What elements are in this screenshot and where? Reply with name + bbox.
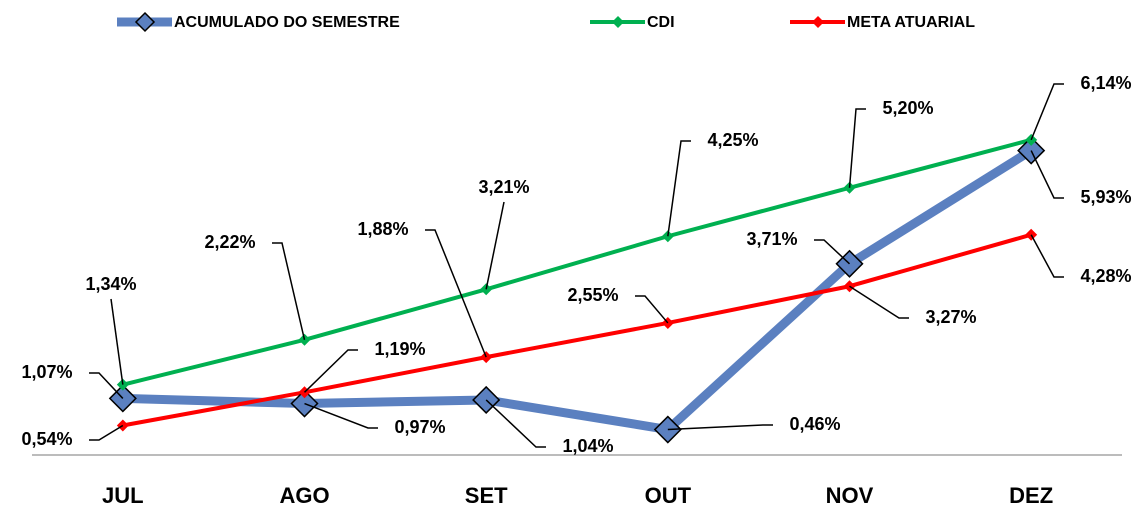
data-label: 0,46% [789,414,840,434]
data-label: 3,27% [925,307,976,327]
legend-marker [134,11,156,33]
series-line [122,146,1034,435]
data-label: 1,19% [374,339,425,359]
legend-label: ACUMULADO DO SEMESTRE [174,14,400,31]
leader-line [1030,150,1064,199]
leader-line [304,402,378,429]
marker [653,415,682,444]
data-label: 4,25% [707,130,758,150]
leader-line [814,239,851,265]
leader-line [667,424,773,431]
leader-line [1030,83,1064,141]
leader-line [849,285,909,319]
leader-line [635,295,669,324]
legend-marker [612,16,624,28]
data-label: 5,20% [882,98,933,118]
data-label: 0,97% [394,417,445,437]
leader-line [89,372,124,399]
x-tick-label: OUT [645,483,692,508]
leader-line [89,424,124,441]
x-tick-label: DEZ [1009,483,1053,508]
data-label: 1,34% [85,274,136,294]
data-label: 1,07% [21,362,72,382]
data-label: 0,54% [21,429,72,449]
series-line [122,232,1032,428]
legend-label: META ATUARIAL [847,14,975,31]
legend-label: CDI [647,14,675,31]
leader-line [667,140,691,237]
x-tick-label: JUL [102,483,144,508]
x-tick-label: NOV [826,483,874,508]
leader-line [272,242,306,340]
series-line [122,137,1032,387]
data-label: 2,55% [567,285,618,305]
data-label: 5,93% [1080,187,1131,207]
x-tick-label: AGO [279,483,329,508]
leader-line [425,229,487,358]
leader-line [110,298,124,385]
data-label: 1,04% [562,436,613,456]
leader-line [1030,234,1064,278]
x-tick-label: SET [465,483,508,508]
leader-line [303,349,358,393]
data-label: 2,22% [204,232,255,252]
data-label: 4,28% [1080,266,1131,286]
leader-line [485,201,505,290]
legend-marker [812,16,824,28]
data-label: 3,71% [746,229,797,249]
leader-line [848,108,866,188]
data-label: 6,14% [1080,73,1131,93]
data-label: 1,88% [357,219,408,239]
data-label: 3,21% [478,177,529,197]
leader-line [485,399,546,448]
